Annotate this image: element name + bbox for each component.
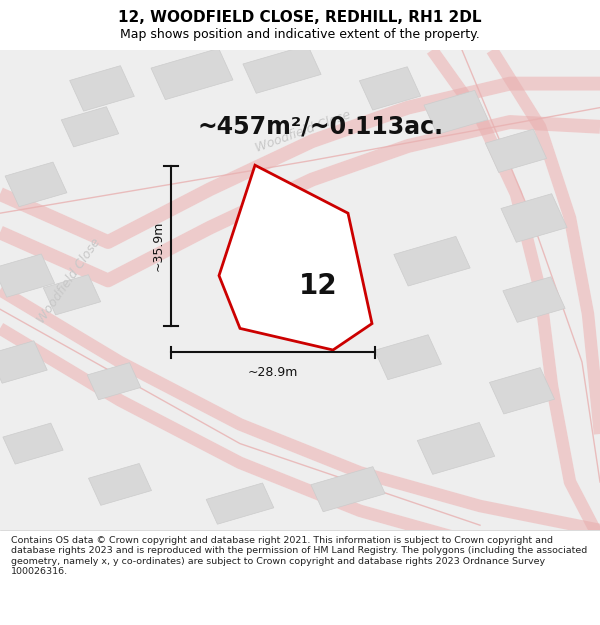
Polygon shape	[503, 277, 565, 322]
Text: Woodfield Close: Woodfield Close	[35, 236, 103, 326]
Text: ~28.9m: ~28.9m	[248, 366, 298, 379]
Polygon shape	[311, 467, 385, 512]
Polygon shape	[485, 129, 547, 173]
Polygon shape	[70, 66, 134, 111]
Text: 12: 12	[299, 272, 338, 299]
Polygon shape	[87, 362, 141, 400]
Polygon shape	[501, 194, 567, 242]
Polygon shape	[5, 162, 67, 207]
Polygon shape	[151, 48, 233, 99]
Text: ~457m²/~0.113ac.: ~457m²/~0.113ac.	[198, 115, 444, 139]
Polygon shape	[359, 67, 421, 110]
Text: Contains OS data © Crown copyright and database right 2021. This information is : Contains OS data © Crown copyright and d…	[11, 536, 587, 576]
Polygon shape	[394, 236, 470, 286]
Polygon shape	[61, 107, 119, 147]
Polygon shape	[206, 483, 274, 524]
Polygon shape	[219, 165, 372, 350]
Polygon shape	[424, 91, 488, 134]
Text: 12, WOODFIELD CLOSE, REDHILL, RH1 2DL: 12, WOODFIELD CLOSE, REDHILL, RH1 2DL	[118, 10, 482, 25]
Polygon shape	[0, 341, 47, 383]
Text: ~35.9m: ~35.9m	[151, 221, 164, 271]
Polygon shape	[374, 335, 442, 379]
Polygon shape	[0, 254, 55, 298]
Polygon shape	[88, 464, 152, 506]
Text: Woodfield Close: Woodfield Close	[253, 108, 353, 155]
Polygon shape	[243, 45, 321, 93]
Polygon shape	[490, 368, 554, 414]
Polygon shape	[3, 423, 63, 464]
Polygon shape	[417, 422, 495, 474]
Text: Map shows position and indicative extent of the property.: Map shows position and indicative extent…	[120, 28, 480, 41]
Polygon shape	[43, 275, 101, 315]
